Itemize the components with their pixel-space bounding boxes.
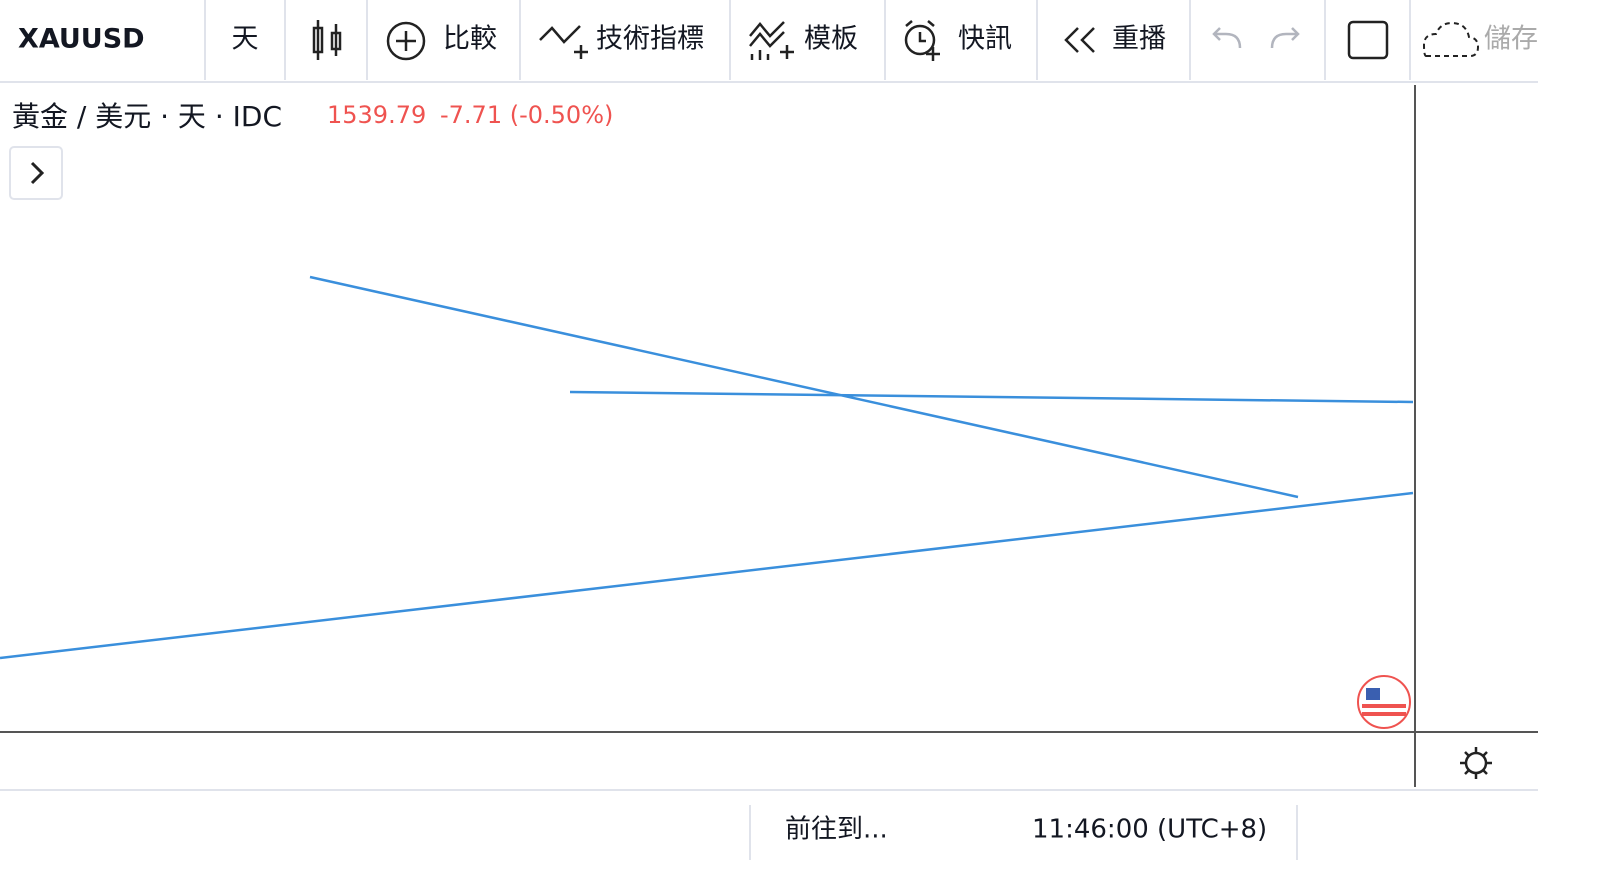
compare[interactable]: 比較 xyxy=(443,24,497,55)
template-icon[interactable] xyxy=(749,21,794,60)
replay[interactable]: 重播 xyxy=(1112,24,1166,55)
goto[interactable]: 前往到... xyxy=(785,815,888,845)
compare-icon[interactable] xyxy=(386,21,426,61)
clock: 11:46:00 (UTC+8) xyxy=(1032,815,1267,845)
indicator-plus xyxy=(574,45,588,59)
alert-icon[interactable] xyxy=(904,20,940,61)
last-price: 1539.79 xyxy=(327,101,426,129)
save[interactable]: 儲存 xyxy=(1484,24,1538,55)
expand-button[interactable] xyxy=(9,146,63,200)
alerts[interactable]: 快訊 xyxy=(958,24,1012,55)
edge-mask xyxy=(1540,0,1600,887)
flag-icon xyxy=(1357,675,1411,729)
candle-icon[interactable] xyxy=(312,20,342,60)
replay-icon[interactable] xyxy=(1064,27,1095,53)
indicator-icon[interactable] xyxy=(539,25,581,44)
indicators[interactable]: 技術指標 xyxy=(596,24,704,55)
templates[interactable]: 模板 xyxy=(804,24,858,55)
series-title: 黃金 / 美元 · 天 · IDC xyxy=(12,100,282,133)
interval[interactable]: 天 xyxy=(232,24,259,55)
undo-redo[interactable] xyxy=(1212,27,1300,49)
symbol[interactable]: XAUUSD xyxy=(18,24,145,55)
fullscreen[interactable] xyxy=(1347,20,1389,60)
trend-lines[interactable] xyxy=(0,275,1414,660)
save-icon[interactable] xyxy=(1422,21,1480,57)
price-change: -7.71 (-0.50%) xyxy=(440,101,613,129)
settings[interactable] xyxy=(1460,747,1492,779)
